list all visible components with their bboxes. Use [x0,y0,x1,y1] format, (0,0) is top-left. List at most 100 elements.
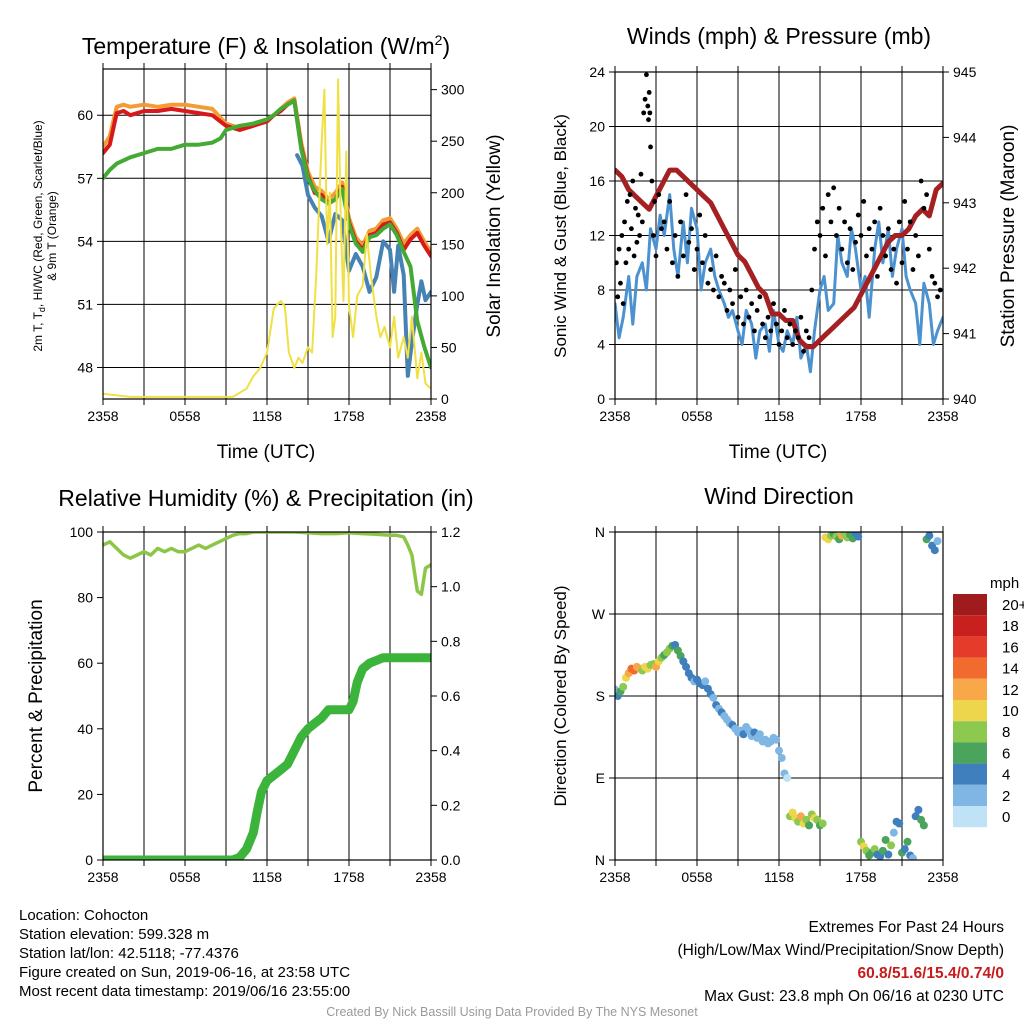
direction-point [619,682,628,691]
gust-point [615,294,621,300]
gust-point [653,253,659,259]
x-tick-label: 2358 [87,869,118,885]
y-tick-label-right: 200 [441,185,465,201]
y-tick-label-right: 945 [953,64,977,80]
x-tick-label: 1158 [764,869,794,885]
gust-point [746,314,752,320]
humidity-series [103,532,431,860]
gust-point [885,226,891,232]
y-tick-label-right: 0.8 [441,633,461,649]
gust-point [702,233,708,238]
y-tick-label-right: 0 [441,391,449,407]
gust-point [787,321,793,327]
y-tick-label-left: S [596,688,605,704]
y-tick-label-left: W [592,606,606,622]
gust-point [765,314,771,320]
gust-point [619,233,625,238]
direction-point [930,546,939,555]
gust-point [719,273,724,279]
gust-point [793,328,798,334]
x-tick-label: 2358 [927,869,958,885]
plot-frame [102,68,432,400]
gust-point [694,246,700,252]
gust-point [618,280,623,286]
series-rh_green-line [103,532,431,597]
y-tick-label-left: 20 [589,119,605,135]
gust-point [924,192,929,198]
gust-point [661,219,667,225]
gust-point [847,226,853,232]
direction-point [925,532,934,540]
direction-point [682,662,691,671]
gust-point [823,253,828,259]
y-tick-label-left: 48 [77,359,93,375]
gust-point [644,72,649,78]
x-tick-label: 1758 [333,408,364,424]
gust-point [738,294,744,300]
colorbar-label: 2 [1002,788,1010,805]
gust-point [672,233,678,238]
series-maroon-line [615,167,943,350]
gust-point [649,178,655,184]
colorbar-label: 12 [1002,682,1019,699]
gust-point [637,233,642,238]
gust-point [809,287,815,293]
gust-point [716,294,722,300]
gust-point [855,212,861,218]
gust-point [916,253,921,259]
direction-panel: Wind Direction 2358 0558 1158 1758 2358NESWN… [551,483,1024,885]
gust-point [627,192,633,198]
y-tick-label-right: 0.2 [441,797,461,813]
direction-point [933,537,942,546]
gust-point [803,328,809,334]
elevation-text: Station elevation: 599.328 m [19,926,210,943]
x-tick-label: 2358 [415,869,446,885]
gust-point [831,185,837,191]
gust-point [782,308,787,313]
gust-point [798,314,804,320]
direction-title: Wind Direction [704,483,854,509]
winds-ylabel-left: Sonic Wind & Gust (Blue, Black) [551,114,570,358]
x-tick-label: 1158 [252,408,282,424]
gust-point [875,273,880,279]
gust-point [616,246,622,252]
gust-point [708,267,714,272]
gust-point [623,260,629,266]
gust-point [899,260,905,266]
extremes-info: Extremes For Past 24 Hours (High/Low/Max… [678,916,1005,1008]
recent-text: Most recent data timestamp: 2019/06/16 2… [19,983,351,1000]
gust-point [664,246,670,252]
gust-point [839,246,845,252]
direction-point [914,805,923,814]
extremes-values: 60.8/51.6/15.4/0.74/0 [857,965,1004,982]
gust-point [635,212,641,218]
colorbar-swatch [953,721,987,743]
gust-point [790,342,796,347]
gust-point [864,253,869,259]
gust-point [711,287,716,293]
gust-point [853,239,858,245]
x-tick-label: 1158 [252,869,282,885]
colorbar-label: 4 [1002,767,1010,784]
direction-point [900,845,909,854]
colorbar-title: mph [990,575,1019,592]
x-tick-label: 1758 [845,408,876,424]
gust-point [724,308,730,313]
gust-point [836,205,842,211]
x-tick-label: 2358 [599,408,630,424]
gust-point [749,301,755,307]
gust-point [730,301,735,307]
gust-point [888,267,894,272]
gust-point [642,96,648,102]
direction-point [903,837,912,846]
direction-point [884,850,893,859]
winds-ylabel-right: Station Pressure (Maroon) [998,125,1019,348]
direction-point [895,819,904,828]
direction-point [908,854,917,860]
gust-point [891,246,897,252]
direction-point [775,746,783,755]
colorbar-label: 18 [1002,618,1019,635]
direction-point [887,841,896,850]
gust-point [773,321,779,327]
y-tick-label-right: 150 [441,236,465,252]
